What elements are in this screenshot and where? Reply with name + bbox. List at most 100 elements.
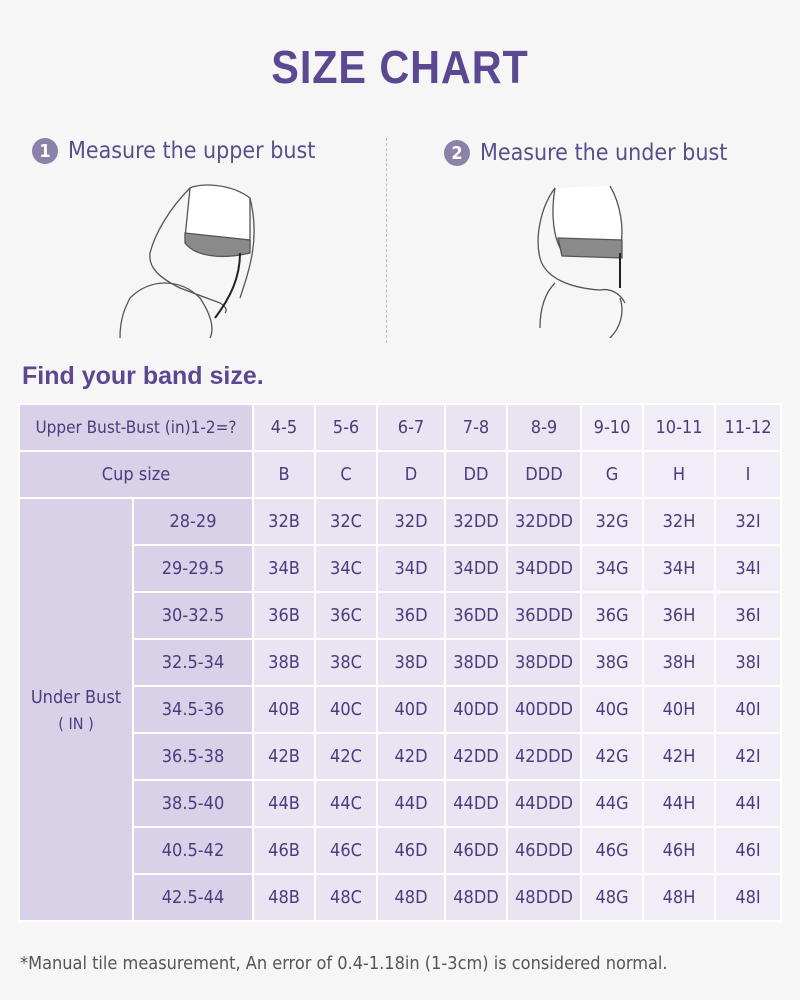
difference-cell: 10-11 (642, 403, 717, 452)
cup-cell: C (314, 450, 379, 499)
range-cell: 38.5-40 (131, 779, 255, 828)
size-cell: 46G (580, 826, 645, 875)
size-cell: 46B (252, 826, 317, 875)
upper-bust-illustration (119, 184, 255, 338)
size-cell: 42DD (444, 732, 509, 781)
size-cell: 34D (376, 544, 447, 593)
table-row: Under Bust( IN ) 28-29 32B 32C 32D 32DD 32DDD 3… (18, 497, 783, 922)
cup-label: Cup size (17, 450, 255, 499)
range-cell: 34.5-36 (131, 685, 255, 734)
cup-cell: DD (444, 450, 509, 499)
size-cell: 46DD (444, 826, 509, 875)
size-cell: 48DDD (506, 873, 583, 922)
size-cell: 34H (642, 544, 717, 593)
cup-cell: B (252, 450, 317, 499)
size-cell: 42D (376, 732, 447, 781)
range-cell: 42.5-44 (131, 873, 255, 922)
size-cell: 48DD (444, 873, 509, 922)
size-cell: 42DDD (506, 732, 583, 781)
size-cell: 44C (314, 779, 379, 828)
size-cell: 36DDD (506, 591, 583, 640)
size-cell: 46H (642, 826, 717, 875)
cup-cell: H (642, 450, 717, 499)
size-cell: 40DDD (506, 685, 583, 734)
step-1: 1 Measure the upper bust (32, 138, 315, 164)
under-bust-illustration (537, 185, 626, 338)
size-cell: 34B (252, 544, 317, 593)
size-cell: 36C (314, 591, 379, 640)
table-row: 32.5-34 38B 38C 38D 38DD 38DDD 38G 38H 38I (19, 638, 783, 687)
table-row: 29-29.5 34B 34C 34D 34DD 34DDD 34G 34H 34I (19, 544, 783, 593)
size-cell: 34I (714, 544, 783, 593)
size-cell: 42C (314, 732, 379, 781)
size-cell: 44H (642, 779, 717, 828)
size-chart-table: Upper Bust-Bust (in)1-2=? 4-5 5-6 6-7 7-8 8-… (17, 403, 783, 922)
step-label: Measure the under bust (480, 140, 728, 166)
band-size-heading: Find your band size. (22, 362, 264, 390)
table-row: 42.5-44 48B 48C 48D 48DD 48DDD 48G 48H 48I (19, 873, 783, 922)
size-cell: 38H (642, 638, 717, 687)
size-cell: 32B (252, 497, 317, 546)
size-cell: 38D (376, 638, 447, 687)
difference-cell: 5-6 (314, 403, 379, 452)
size-cell: 42H (642, 732, 717, 781)
difference-cell: 9-10 (580, 403, 645, 452)
range-cell: 32.5-34 (131, 638, 255, 687)
size-cell: 38DDD (506, 638, 583, 687)
size-cell: 38DD (444, 638, 509, 687)
size-cell: 40H (642, 685, 717, 734)
under-bust-title: Under Bust (30, 686, 122, 708)
size-cell: 36B (252, 591, 317, 640)
footnote: *Manual tile measurement, An error of 0.… (20, 953, 668, 974)
difference-cell: 11-12 (714, 403, 783, 452)
size-cell: 38B (252, 638, 317, 687)
step-number-icon: 2 (444, 140, 470, 166)
cup-cell: I (714, 450, 783, 499)
size-cell: 46C (314, 826, 379, 875)
size-cell: 48C (314, 873, 379, 922)
difference-cell: 8-9 (506, 403, 583, 452)
size-cell: 34DDD (506, 544, 583, 593)
size-cell: 38C (314, 638, 379, 687)
cup-row: Cup size B C D DD DDD G H I (17, 450, 783, 499)
range-cell: 30-32.5 (131, 591, 255, 640)
table-row: 40.5-42 46B 46C 46D 46DD 46DDD 46G 46H 46I (19, 826, 783, 875)
range-cell: 28-29 (131, 497, 255, 546)
size-cell: 40DD (444, 685, 509, 734)
page-title: SIZE CHART (271, 41, 529, 93)
size-cell: 36H (642, 591, 717, 640)
size-cell: 40B (252, 685, 317, 734)
size-cell: 32G (580, 497, 645, 546)
size-cell: 48H (642, 873, 717, 922)
size-cell: 38I (714, 638, 783, 687)
size-cell: 40G (580, 685, 645, 734)
range-cell: 29-29.5 (131, 544, 255, 593)
size-cell: 34C (314, 544, 379, 593)
size-cell: 48B (252, 873, 317, 922)
size-cell: 44G (580, 779, 645, 828)
size-cell: 36G (580, 591, 645, 640)
difference-cell: 7-8 (444, 403, 509, 452)
size-cell: 32DD (444, 497, 509, 546)
size-cell: 46DDD (506, 826, 583, 875)
size-cell: 32I (714, 497, 783, 546)
size-cell: 44DD (444, 779, 509, 828)
cup-cell: D (376, 450, 447, 499)
size-cell: 44I (714, 779, 783, 828)
size-cell: 46I (714, 826, 783, 875)
step-label: Measure the upper bust (68, 138, 316, 164)
table-row: 30-32.5 36B 36C 36D 36DD 36DDD 36G 36H 36I (19, 591, 783, 640)
table-row: 38.5-40 44B 44C 44D 44DD 44DDD 44G 44H 44I (19, 779, 783, 828)
size-cell: 42B (252, 732, 317, 781)
range-cell: 36.5-38 (131, 732, 255, 781)
difference-cell: 4-5 (252, 403, 317, 452)
table-row: 36.5-38 42B 42C 42D 42DD 42DDD 42G 42H 42I (19, 732, 783, 781)
difference-row: Upper Bust-Bust (in)1-2=? 4-5 5-6 6-7 7-8 8-… (17, 403, 783, 452)
step-2: 2 Measure the under bust (444, 140, 727, 166)
size-cell: 48D (376, 873, 447, 922)
size-cell: 34DD (444, 544, 509, 593)
size-cell: 44D (376, 779, 447, 828)
size-cell: 32DDD (506, 497, 583, 546)
size-cell: 40D (376, 685, 447, 734)
size-cell: 32H (642, 497, 717, 546)
